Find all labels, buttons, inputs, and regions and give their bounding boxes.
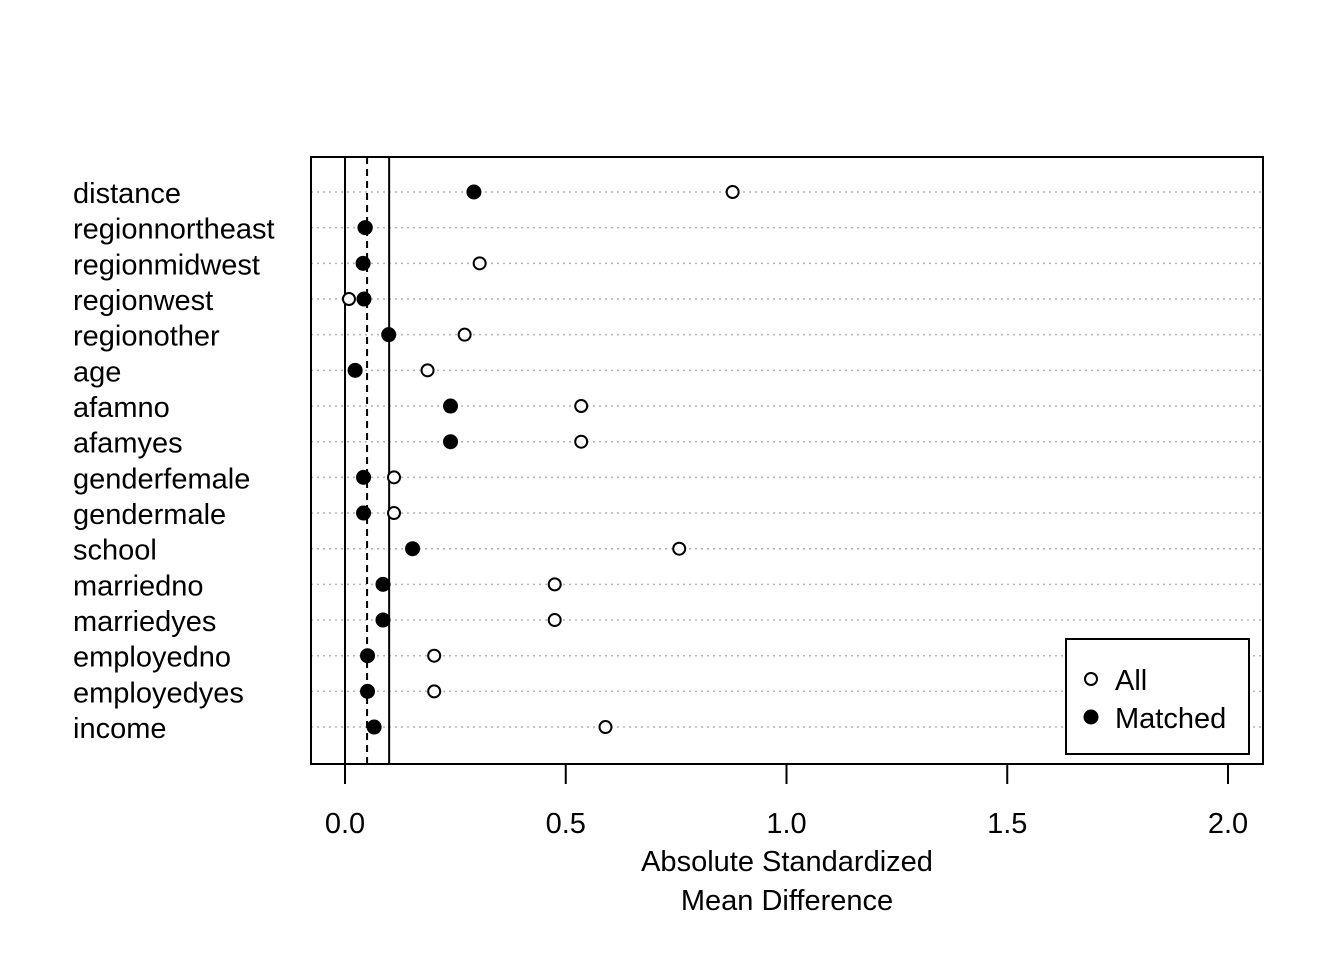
- x-axis-title-line-1: Absolute Standardized: [641, 846, 933, 878]
- point-all-gendermale: [387, 506, 402, 521]
- data-points: [341, 184, 740, 735]
- legend: All Matched: [1065, 638, 1250, 755]
- x-tick-label-0: 0.0: [325, 808, 365, 840]
- x-tick-label-4: 2.0: [1208, 808, 1248, 840]
- category-label-afamno: afamno: [73, 392, 170, 424]
- category-label-age: age: [73, 356, 121, 388]
- legend-marker-all: [1084, 672, 1098, 686]
- point-matched-marriedyes: [375, 612, 391, 628]
- point-all-employedno: [427, 648, 442, 663]
- point-matched-regionmidwest: [355, 255, 371, 271]
- point-matched-regionother: [381, 327, 397, 343]
- point-matched-distance: [466, 184, 482, 200]
- point-all-afamyes: [574, 434, 589, 449]
- category-label-regionother: regionother: [73, 321, 220, 353]
- point-all-regionwest: [341, 292, 356, 307]
- point-matched-regionwest: [356, 291, 372, 307]
- point-all-regionmidwest: [472, 256, 487, 271]
- point-matched-school: [405, 541, 421, 557]
- x-tick-label-1: 0.5: [546, 808, 586, 840]
- point-matched-regionnortheast: [357, 220, 373, 236]
- category-label-distance: distance: [73, 178, 181, 210]
- category-label-genderfemale: genderfemale: [73, 463, 250, 495]
- point-all-marriedyes: [547, 613, 562, 628]
- point-matched-afamyes: [443, 434, 459, 450]
- category-label-gendermale: gendermale: [73, 499, 226, 531]
- x-axis-title-line-2: Mean Difference: [681, 885, 893, 917]
- x-tick-label-3: 1.5: [987, 808, 1027, 840]
- category-label-afamyes: afamyes: [73, 428, 183, 460]
- point-matched-employedyes: [360, 683, 376, 699]
- x-axis: 0.0 0.5 1.0 1.5 2.0: [325, 763, 1248, 840]
- point-all-marriedno: [547, 577, 562, 592]
- point-matched-income: [366, 719, 382, 735]
- legend-box: [1065, 638, 1250, 755]
- x-tick-label-2: 1.0: [766, 808, 806, 840]
- category-label-employedyes: employedyes: [73, 677, 244, 709]
- point-all-income: [598, 720, 613, 735]
- point-all-afamno: [574, 399, 589, 414]
- category-label-marriedyes: marriedyes: [73, 606, 216, 638]
- point-all-distance: [725, 185, 740, 199]
- legend-marker-matched: [1083, 709, 1099, 725]
- point-matched-genderfemale: [356, 469, 372, 485]
- category-label-regionwest: regionwest: [73, 285, 213, 317]
- category-label-regionnortheast: regionnortheast: [73, 214, 275, 246]
- legend-label-matched: Matched: [1115, 703, 1226, 735]
- point-all-school: [672, 541, 687, 556]
- category-label-regionmidwest: regionmidwest: [73, 249, 260, 281]
- category-label-marriedno: marriedno: [73, 570, 204, 602]
- point-all-regionother: [457, 327, 472, 342]
- legend-label-all: All: [1115, 665, 1147, 697]
- point-all-age: [420, 363, 435, 378]
- point-matched-employedno: [360, 648, 376, 664]
- category-label-income: income: [73, 713, 167, 745]
- category-label-school: school: [73, 535, 157, 567]
- point-matched-gendermale: [356, 505, 372, 521]
- point-matched-marriedno: [375, 576, 391, 592]
- point-all-employedyes: [427, 684, 442, 699]
- point-matched-afamno: [443, 398, 459, 414]
- point-matched-age: [347, 362, 363, 378]
- category-label-employedno: employedno: [73, 642, 231, 674]
- point-all-genderfemale: [387, 470, 402, 485]
